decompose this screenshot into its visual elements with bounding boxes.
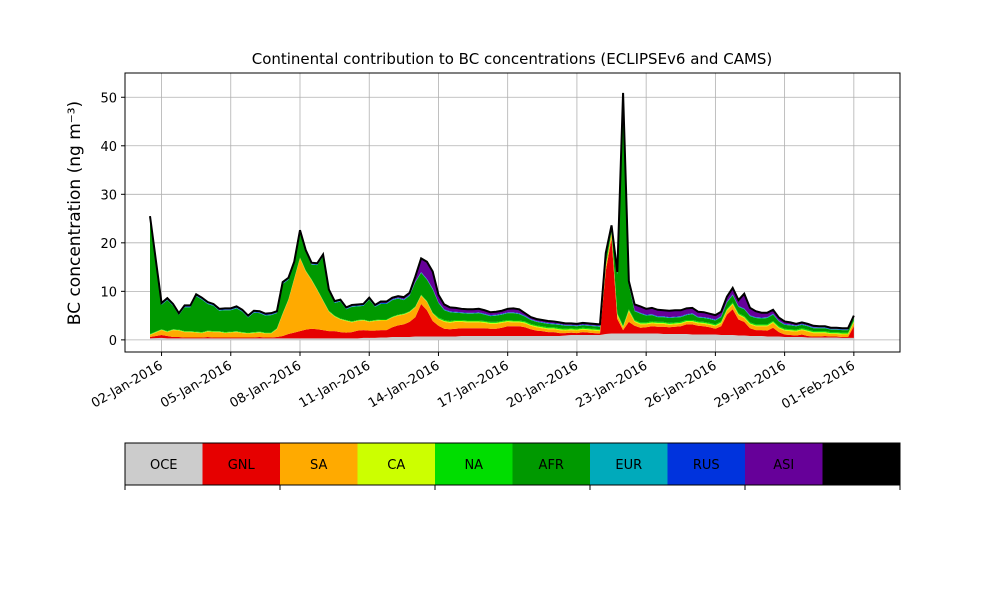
- x-tick-label: 20-Jan-2016: [504, 358, 581, 411]
- y-axis-label: BC concentration (ng m⁻³): [65, 101, 85, 325]
- legend-frame: [124, 442, 901, 486]
- total-line: [149, 92, 855, 330]
- area-asi: [150, 92, 854, 330]
- legend-label-oce: OCE: [150, 458, 178, 473]
- legend-label-ca: CA: [387, 458, 405, 473]
- colorbar-legend: OCE GNL SA CA NA AFR EUR RUS ASI AUS: [124, 442, 901, 490]
- x-tick-label: 29-Jan-2016: [712, 358, 789, 411]
- legend-swatch-afr: [512, 443, 590, 485]
- legend-swatch-eur: [590, 443, 668, 485]
- legend-label-eur: EUR: [615, 458, 642, 473]
- y-tick-label: 40: [100, 140, 117, 155]
- x-tick-label: 26-Jan-2016: [643, 358, 720, 411]
- plot-frame: [124, 72, 901, 353]
- legend-swatch-oce: [125, 443, 203, 485]
- chart-title: Continental contribution to BC concentra…: [252, 50, 773, 68]
- y-tick-label: 20: [100, 237, 117, 252]
- legend-label-afr: AFR: [539, 458, 564, 473]
- y-tick-label: 50: [100, 91, 117, 106]
- area-aus: [150, 92, 854, 329]
- legend-label-gnl: GNL: [228, 458, 256, 473]
- y-tick-label: 0: [109, 334, 117, 349]
- x-tick-label: 23-Jan-2016: [574, 358, 651, 411]
- area-rus: [150, 94, 854, 330]
- legend-swatch-aus: [822, 443, 900, 485]
- legend-label-sa: SA: [310, 458, 327, 473]
- x-tick-label: 14-Jan-2016: [366, 358, 443, 411]
- plot-area: 0 10 20 30 40 50 02-Jan-201605-Jan-201608-Jan-…: [89, 72, 901, 412]
- legend-label-aus: AUS: [848, 458, 875, 473]
- legend-swatch-rus: [667, 443, 745, 485]
- area-afr: [150, 95, 854, 335]
- legend-swatch-gnl: [202, 443, 280, 485]
- x-tick-label: 02-Jan-2016: [89, 358, 166, 411]
- legend-label-rus: RUS: [693, 458, 720, 473]
- legend-swatch-sa: [280, 443, 358, 485]
- x-tick-label: 17-Jan-2016: [435, 358, 512, 411]
- x-tick-label: 01-Feb-2016: [779, 358, 858, 412]
- x-tick-label: 05-Jan-2016: [158, 358, 235, 411]
- area-oce: [150, 333, 854, 340]
- legend-label-na: NA: [464, 458, 483, 473]
- area-sa: [150, 233, 854, 338]
- legend-swatch-asi: [745, 443, 823, 485]
- legend-swatch-na: [435, 443, 513, 485]
- x-tick-label: 08-Jan-2016: [227, 358, 304, 411]
- legend-swatch-ca: [357, 443, 435, 485]
- area-eur: [150, 94, 854, 331]
- x-tick-label: 11-Jan-2016: [297, 358, 374, 411]
- legend-label-asi: ASI: [773, 458, 794, 473]
- y-tick-label: 30: [100, 188, 117, 203]
- y-tick-label: 10: [100, 285, 117, 300]
